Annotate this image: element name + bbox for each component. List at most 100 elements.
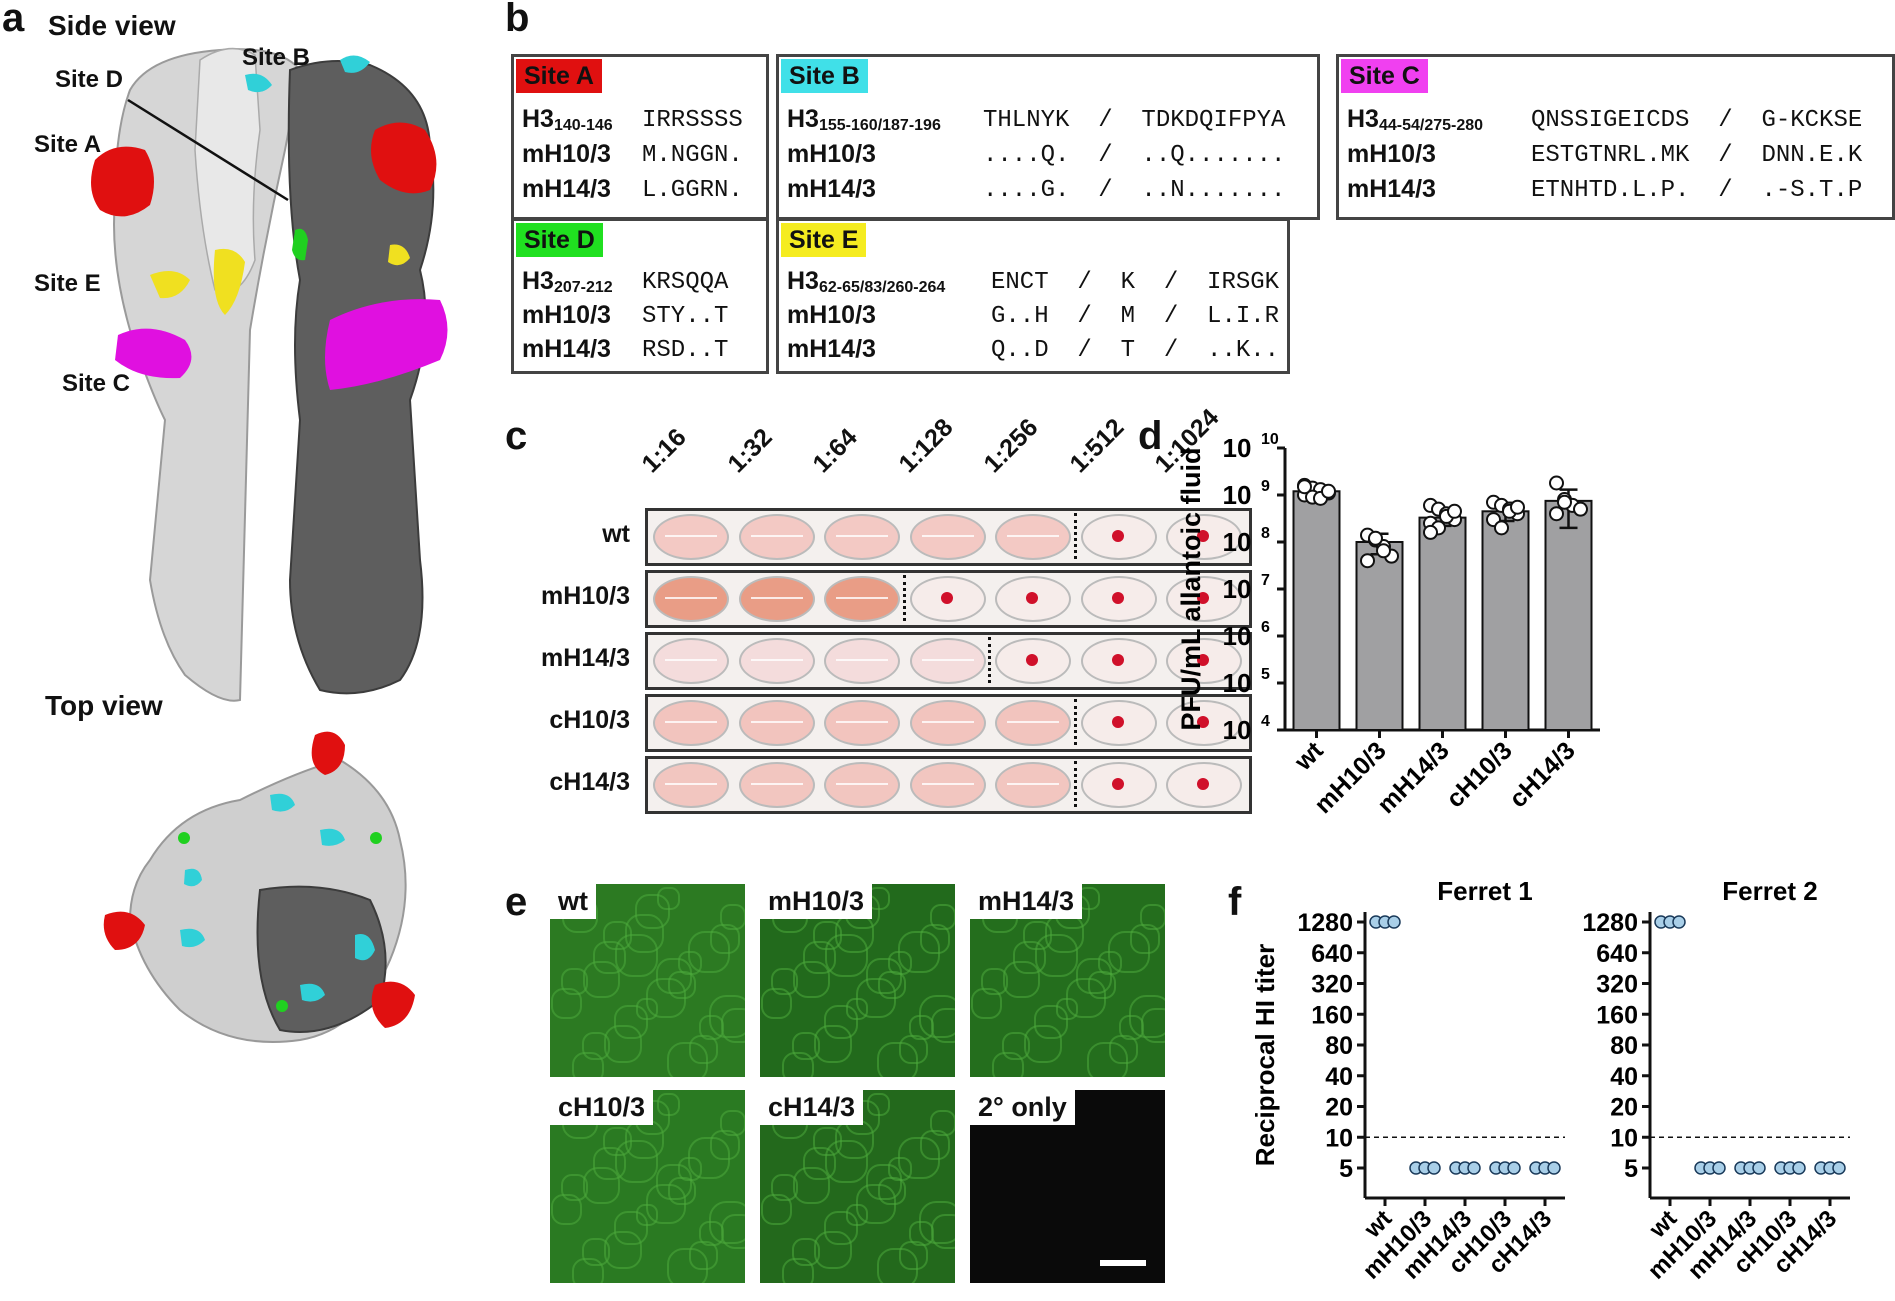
residue-range: 62-65/83/260-264 — [818, 279, 946, 296]
rbc-button — [1197, 592, 1209, 604]
cell-outline — [636, 1204, 658, 1226]
fluorescence-image: mH14/3 — [970, 884, 1165, 1077]
assay-well — [1166, 514, 1242, 560]
cell-outline — [793, 1167, 830, 1204]
sequence: ETNHTD.L.P. / .-S.T.P — [1531, 177, 1863, 204]
data-point — [1494, 520, 1509, 536]
well-highlight — [836, 783, 888, 785]
well-highlight — [1007, 535, 1059, 537]
bar — [1544, 499, 1593, 732]
y-tick-label: 10 — [1223, 433, 1252, 463]
cell-outline — [899, 1035, 928, 1064]
data-point — [1427, 1161, 1441, 1175]
assay-well — [1166, 638, 1242, 684]
row-name: mH14/3 — [787, 175, 876, 203]
panel-f-label: f — [1228, 880, 1242, 924]
y-tick-exponent: 5 — [1261, 666, 1270, 683]
site-d-box: Site D H3207-212 KRSQQA mH10/3 STY..T mH… — [511, 218, 769, 374]
cell-outline — [668, 971, 696, 999]
assay-well — [1166, 700, 1242, 746]
sequence: ....G. / ..N....... — [983, 177, 1286, 204]
cell-outline — [814, 1025, 852, 1063]
data-point — [1376, 543, 1391, 559]
rbc-button — [1111, 654, 1124, 666]
cell-outline — [615, 934, 658, 977]
cell-outline — [1088, 971, 1116, 999]
y-tick-label: 10 — [1223, 527, 1252, 557]
cell-outline — [572, 1052, 604, 1077]
data-point — [1547, 1161, 1561, 1175]
site-e-tag: Site E — [781, 223, 867, 257]
y-tick-exponent: 7 — [1261, 572, 1270, 589]
y-tick-label: 20 — [1325, 1094, 1353, 1122]
assay-well — [1080, 700, 1157, 746]
row-name: H3 — [522, 267, 554, 295]
dilution-label: 1:16 — [636, 423, 692, 479]
site-a-label: Site A — [34, 131, 102, 158]
well-highlight — [665, 783, 717, 785]
assay-well — [1080, 762, 1157, 808]
cell-outline — [899, 1241, 928, 1270]
y-tick-label: 5 — [1624, 1155, 1638, 1183]
cell-outline — [689, 1241, 718, 1270]
endpoint-divider — [902, 575, 906, 621]
cell-outline — [814, 1231, 852, 1269]
row-name: H3 — [522, 105, 554, 133]
assay-well — [738, 762, 815, 808]
cell-outline — [971, 988, 1002, 1019]
cell-outline — [1003, 961, 1040, 998]
y-tick-label: 320 — [1596, 971, 1638, 999]
fluorescence-image: cH10/3 — [550, 1090, 745, 1283]
data-point — [1573, 501, 1588, 517]
row-name: mH14/3 — [522, 335, 611, 363]
assay-strip — [645, 756, 1252, 814]
site-c-tag: Site C — [1341, 59, 1428, 93]
site-b-label: Site B — [242, 44, 311, 71]
well-highlight — [750, 783, 803, 785]
cell-outline — [1056, 998, 1078, 1020]
row-name: mH14/3 — [787, 335, 876, 363]
site-d-pointer-line — [127, 98, 289, 202]
sequence: L.GGRN. — [642, 177, 743, 204]
bar — [1481, 510, 1530, 731]
row-label: mH14/3 — [541, 644, 630, 672]
dilution-label: 1:256 — [978, 413, 1044, 479]
assay-well — [653, 700, 729, 746]
well-highlight — [1007, 783, 1059, 785]
x-tick-label: wt — [1289, 736, 1330, 777]
assay-well — [824, 514, 900, 560]
data-point — [1832, 1161, 1846, 1175]
well-highlight — [750, 659, 803, 661]
sequence: IRRSSSS — [642, 107, 743, 134]
site-d-label: Site D — [55, 66, 124, 93]
fluorescence-image: cH14/3 — [760, 1090, 955, 1283]
site-e-label: Site E — [34, 270, 101, 297]
cell-outline — [615, 1140, 658, 1183]
rbc-button — [1197, 654, 1209, 666]
cell-outline — [583, 1167, 620, 1204]
cell-outline — [846, 998, 868, 1020]
cell-outline — [551, 988, 582, 1019]
data-point — [1447, 503, 1462, 519]
x-tick-label: mH14/3 — [1372, 736, 1455, 819]
sequence: RSD..T — [642, 337, 729, 364]
data-point — [1387, 915, 1401, 929]
panel-d-label: d — [1138, 414, 1163, 458]
row-name: H3 — [787, 267, 819, 295]
cell-outline — [1141, 1008, 1165, 1043]
data-point — [1792, 1161, 1806, 1175]
cell-outline — [721, 1214, 745, 1249]
residue-range: 207-212 — [553, 279, 613, 296]
assay-well — [1080, 514, 1157, 560]
bar — [1418, 516, 1467, 731]
well-highlight — [750, 721, 803, 723]
y-tick-label: 160 — [1311, 1001, 1353, 1029]
dilution-label: 1:512 — [1063, 413, 1130, 479]
y-tick-label: 1280 — [1582, 909, 1638, 937]
data-point — [1360, 553, 1375, 569]
assay-well — [909, 700, 986, 746]
data-point — [1549, 475, 1564, 491]
site-a-tag: Site A — [516, 59, 602, 93]
panel-a-label: a — [2, 0, 25, 40]
data-point — [1549, 506, 1564, 522]
